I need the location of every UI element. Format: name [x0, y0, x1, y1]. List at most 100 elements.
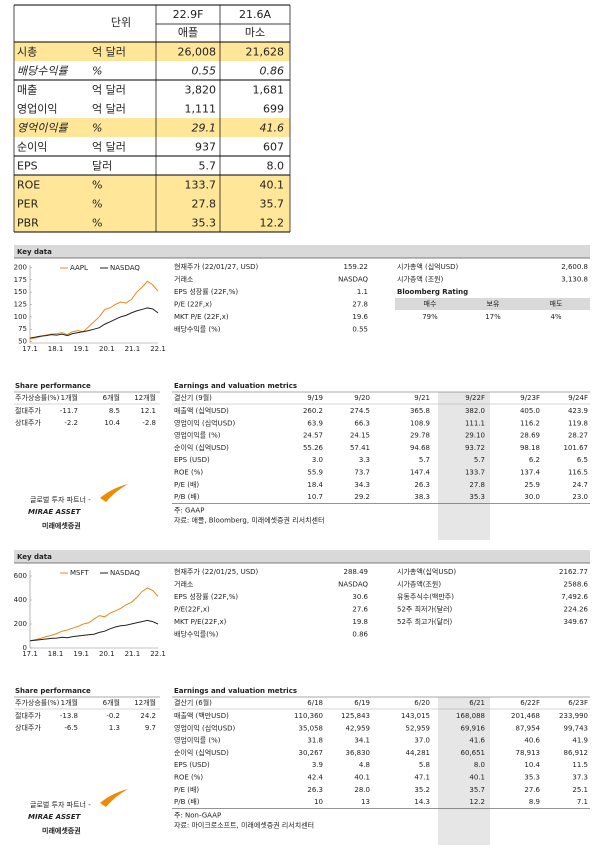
cell: 8.0 [267, 160, 285, 173]
cell: 28.27 [568, 432, 588, 440]
cell: ROE (%) [174, 774, 203, 782]
rating-value: 4% [550, 313, 561, 321]
table-title: Share performance [15, 687, 91, 695]
line-series [29, 619, 159, 642]
cell: 0.55 [192, 65, 217, 78]
row-label: 시총 [17, 46, 37, 59]
cell: 34.3 [354, 481, 370, 489]
cell: 매출액 (십억USD) [174, 406, 229, 415]
cell: 1,681 [253, 84, 285, 97]
header: 애플 [178, 26, 198, 39]
header: 6/19 [354, 699, 370, 707]
cell: 99,743 [564, 724, 589, 732]
y-tick-label: 50 [18, 338, 27, 346]
cell-bg [438, 392, 490, 540]
cell: -11.7 [60, 407, 78, 415]
cell: 57.41 [350, 444, 370, 452]
cell: 26.3 [414, 481, 430, 489]
cell: 1,111 [185, 103, 217, 116]
cell: 29.10 [465, 432, 485, 440]
cell: 영업이익 (십억USD) [174, 418, 236, 427]
cell: 111.1 [465, 419, 485, 427]
cell: -2.8 [142, 419, 156, 427]
cell: 12.2 [469, 798, 485, 806]
cell: 699 [263, 103, 284, 116]
cell: 38.3 [414, 493, 430, 501]
key-value: 224.26 [564, 606, 589, 614]
y-tick-label: 125 [14, 300, 27, 308]
cell: 405.0 [520, 407, 540, 415]
key-label: EPS 성장률 (22F,%) [174, 592, 238, 601]
cell: 35.3 [524, 774, 540, 782]
header: 6개월 [103, 698, 120, 707]
legend-label: MSFT [70, 569, 89, 577]
logo-swoosh [100, 789, 128, 807]
cell: 42.4 [307, 774, 323, 782]
y-tick-label: 400 [14, 596, 27, 604]
cell: 21,628 [246, 46, 285, 59]
key-label: 거래소 [174, 275, 194, 284]
x-tick-label: 20.1 [99, 650, 115, 658]
cell: 8.9 [529, 798, 540, 806]
key-value: 2588.6 [564, 581, 589, 589]
rating-value: 79% [422, 313, 438, 321]
note: 주: Non-GAAP [174, 811, 221, 819]
key-label: 거래소 [174, 580, 194, 589]
cell: 7.1 [577, 798, 588, 806]
cell: 28.69 [520, 432, 540, 440]
key-label: P/E (22F,x) [174, 301, 212, 309]
cell: 37.3 [572, 774, 588, 782]
cell: 147.4 [410, 469, 431, 477]
row-label: 배당수익률 [17, 65, 68, 78]
key-value: 2162.77 [559, 568, 588, 576]
cell: 11.5 [572, 761, 588, 769]
cell: ROE (%) [174, 469, 203, 477]
legend-label: NASDAQ [110, 569, 140, 577]
cell: 30,267 [299, 749, 324, 757]
rating-title: Bloomberg Rating [397, 288, 468, 296]
cell: 0.86 [260, 65, 285, 78]
unit: 억 달러 [92, 46, 126, 59]
cell: 10 [314, 798, 323, 806]
cell: 24.57 [303, 432, 323, 440]
cell: 29.1 [192, 122, 217, 135]
cell: 24.15 [350, 432, 370, 440]
cell: 31.8 [307, 737, 323, 745]
cell: 40.1 [354, 774, 370, 782]
cell: P/E (배) [174, 785, 199, 794]
key-value: NASDAQ [338, 276, 368, 284]
x-tick-label: 21.1 [125, 650, 141, 658]
unit: 달러 [92, 160, 112, 173]
cell: 35.2 [414, 786, 430, 794]
logo-name: MIRAE ASSET [28, 813, 82, 821]
unit: 억 달러 [92, 141, 126, 154]
cell: 41.9 [572, 737, 588, 745]
cell: 78,913 [516, 749, 541, 757]
cell: 201,468 [511, 712, 540, 720]
note: 자료: 애플, Bloomberg, 미래에셋증권 리서치센터 [174, 515, 324, 524]
y-tick-label: 0 [23, 644, 27, 652]
cell: 10.4 [104, 419, 120, 427]
header: 9/23F [520, 394, 540, 402]
cell: -6.5 [64, 724, 78, 732]
header: 6개월 [103, 393, 120, 402]
cell: 63.9 [307, 419, 323, 427]
cell: 55.9 [307, 469, 323, 477]
cell: 274.5 [350, 407, 370, 415]
row-label: 매출 [17, 84, 37, 97]
logo-swoosh [100, 484, 128, 502]
cell: 10.7 [307, 493, 323, 501]
key-value: 0.55 [352, 326, 368, 334]
cell: 13 [361, 798, 370, 806]
cell: 8.0 [474, 761, 485, 769]
key-value: 3,130.8 [561, 276, 588, 284]
section-title: Key data [17, 248, 52, 256]
unit: 억 달러 [92, 103, 126, 116]
y-tick-label: 150 [14, 288, 27, 296]
cell: 18.4 [307, 481, 323, 489]
cell: 순이익 (십억USD) [174, 443, 229, 452]
cell: 37.0 [414, 737, 430, 745]
cell: 101.67 [564, 444, 589, 452]
cell: 4.8 [359, 761, 370, 769]
cell: 10.4 [524, 761, 540, 769]
